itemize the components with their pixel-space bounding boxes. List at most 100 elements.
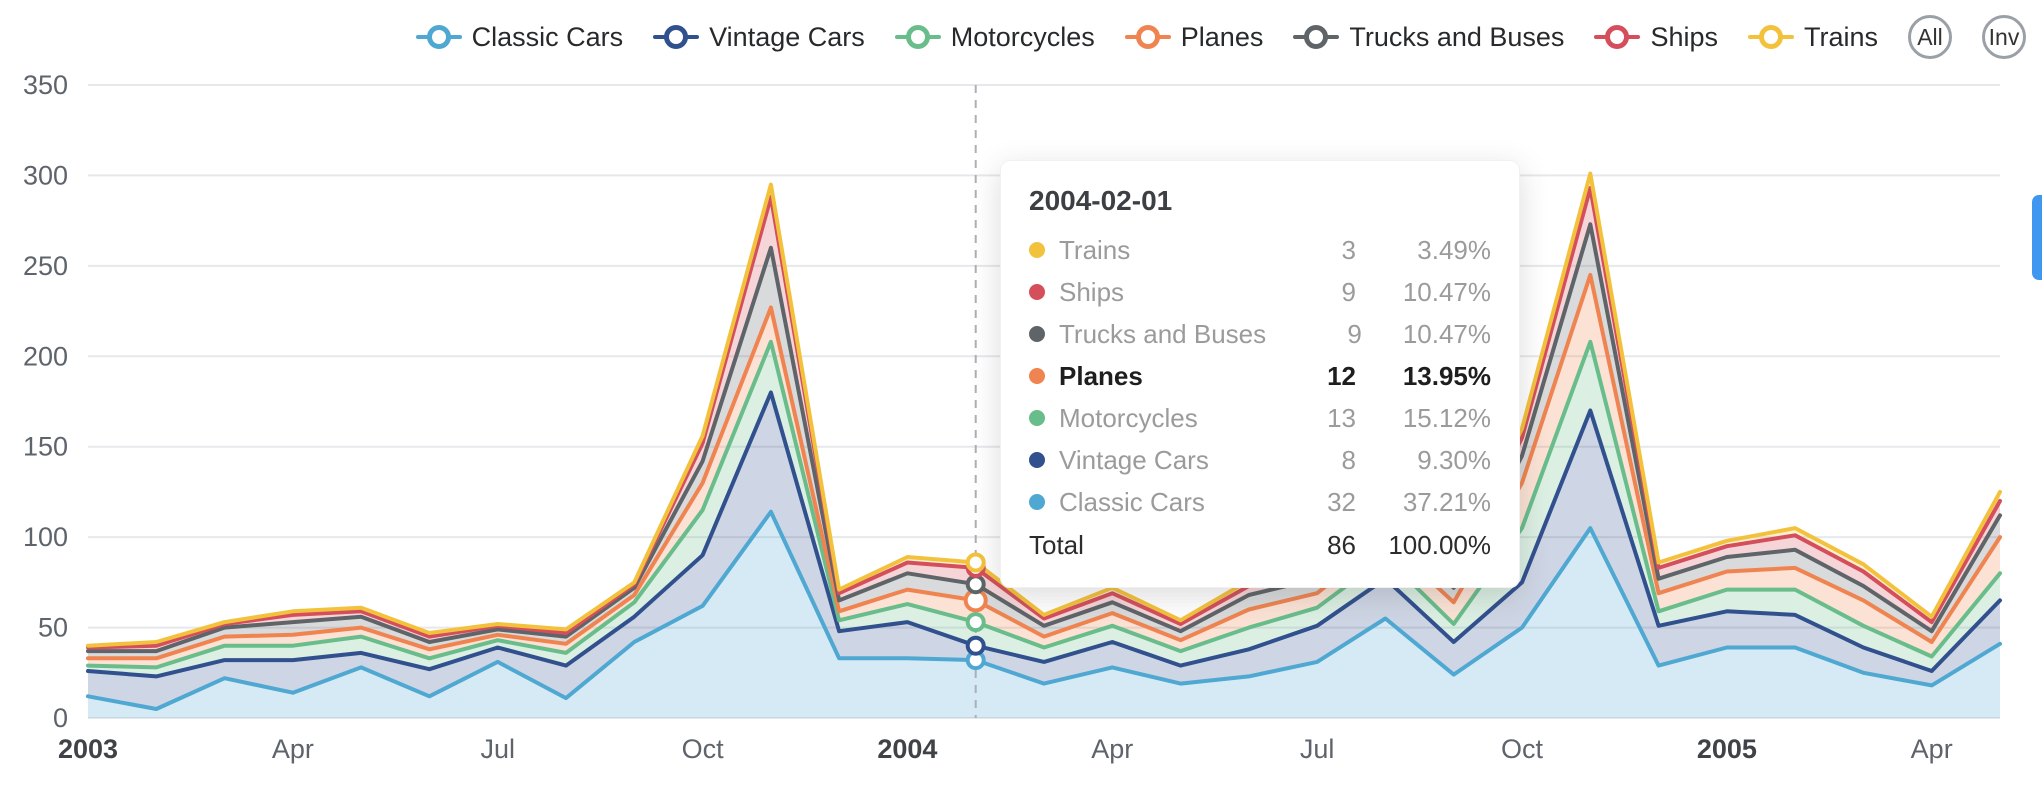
y-axis-label: 300 [23,160,68,190]
motorcycles-dot-icon [1029,410,1045,426]
classic-cars-series-icon [415,24,462,50]
vintage-cars-area[interactable] [88,392,2000,710]
legend-label: Planes [1180,21,1264,52]
ships-series-icon [1594,24,1641,50]
planes-line[interactable] [86,272,2002,661]
trains-series-icon [1747,24,1794,50]
tooltip-series-value: 3 [1341,234,1356,265]
vintage-cars-highlight-marker [965,635,986,656]
tooltip-rows: Trains 3 3.49% Ships 9 10.47% Trucks and Buses… [1029,229,1491,523]
tooltip-row-trucks-and-buses: Trucks and Buses 9 10.47% [1029,313,1491,355]
vintage-cars-line[interactable] [86,390,2002,679]
tooltip-row-ships: Ships 9 10.47% [1029,271,1491,313]
tooltip-series-label: Motorcycles [1059,402,1198,433]
x-axis-label: Apr [272,734,314,764]
trains-highlight-marker [965,552,986,573]
y-axis-label: 200 [23,341,68,371]
tooltip-series-percent: 9.30% [1417,444,1491,475]
tooltip-series-value: 8 [1341,444,1356,475]
tooltip-series-percent: 37.21% [1402,486,1491,517]
tooltip-total-value: 86 [1327,529,1356,560]
legend-label: Classic Cars [471,21,624,52]
legend-item-trains[interactable]: Trains [1747,22,1878,53]
classic-cars-line[interactable] [86,509,2002,711]
legend-circle-mark [1135,25,1160,49]
tooltip-series-label: Ships [1059,276,1125,307]
classic-cars-area[interactable] [88,511,2000,718]
motorcycles-line[interactable] [86,339,2002,670]
trains-line[interactable] [86,171,2002,648]
tooltip-row-motorcycles: Motorcycles 13 15.12% [1029,397,1491,439]
tooltip-row-planes: Planes 12 13.95% [1029,355,1491,397]
legend-circle-mark [426,25,451,49]
legend-label: Ships [1650,21,1718,52]
legend-inv-button[interactable]: Inv [1982,15,2026,59]
legend-circle-mark [1758,25,1783,49]
legend-circle-mark [664,25,689,49]
legend-circle-mark [905,25,930,49]
motorcycles-series-icon [894,24,941,50]
x-axis-label: Jul [480,734,515,764]
trucks-and-buses-dot-icon [1029,326,1045,342]
tooltip-series-value: 12 [1327,360,1356,391]
legend-item-classic-cars[interactable]: Classic Cars [415,21,624,53]
legend-label: Motorcycles [950,21,1095,52]
ships-dot-icon [1029,284,1045,300]
y-axis-label: 100 [23,522,68,552]
y-axis-label: 150 [23,432,68,462]
x-axis-label: Oct [1501,734,1544,764]
y-axis-label: 0 [53,703,68,733]
tooltip-series-label: Classic Cars [1059,486,1205,517]
tooltip-series-value: 9 [1347,318,1362,349]
legend-item-planes[interactable]: Planes [1124,21,1264,53]
tooltip-series-label: Trucks and Buses [1059,318,1267,349]
trains-dot-icon [1029,242,1045,258]
legend-all-button[interactable]: All [1908,15,1952,59]
tooltip-row-classic-cars: Classic Cars 32 37.21% [1029,481,1491,523]
x-axis-label: Jul [1300,734,1335,764]
legend-label: Vintage Cars [709,21,865,52]
planes-dot-icon [1029,368,1045,384]
vintage-cars-dot-icon [1029,452,1045,468]
x-axis-label: Apr [1091,734,1133,764]
ships-line[interactable] [86,186,2002,650]
legend-item-ships[interactable]: Ships [1594,22,1718,53]
tooltip-total-percent: 100.00% [1388,529,1491,560]
motorcycles-highlight-marker [965,612,986,633]
tooltip-date: 2004-02-01 [1029,185,1173,216]
legend-item-motorcycles[interactable]: Motorcycles [894,21,1095,53]
tooltip-series-label: Trains [1059,234,1131,265]
legend-item-trucks-and-buses[interactable]: Trucks and Buses [1293,22,1564,53]
tooltip-series-value: 13 [1327,402,1356,433]
tooltip-series-percent: 10.47% [1402,276,1491,307]
legend-item-vintage-cars[interactable]: Vintage Cars [653,22,865,53]
vintage-cars-series-icon [653,24,700,50]
tooltip-row-trains: Trains 3 3.49% [1029,229,1491,271]
tooltip-series-value: 32 [1327,486,1356,517]
tooltip-series-percent: 13.95% [1402,360,1491,391]
x-axis-label: Apr [1911,734,1953,764]
tooltip-series-percent: 3.49% [1417,234,1491,265]
tooltip-series-value: 9 [1341,276,1356,307]
tooltip-total-label: Total [1029,529,1084,560]
trucks-and-buses-line[interactable] [86,222,2002,654]
y-axis-label: 350 [23,70,68,100]
x-axis-label: Oct [682,734,725,764]
edge-scroll-indicator[interactable] [2032,195,2042,280]
tooltip-row-vintage-cars: Vintage Cars 8 9.30% [1029,439,1491,481]
tooltip-series-label: Planes [1059,360,1143,391]
x-axis-label: 2004 [877,734,937,764]
y-axis-label: 50 [38,613,68,643]
chart-legend: Classic Cars Vintage Cars Motorcycles Plane… [415,12,2026,62]
y-axis-label: 250 [23,251,68,281]
tooltip-total-row: Total 86 100.00% [1029,523,1491,567]
legend-label: Trucks and Buses [1349,21,1565,52]
legend-circle-mark [1605,25,1630,49]
x-axis-label: 2005 [1697,734,1757,764]
tooltip-series-label: Vintage Cars [1059,444,1209,475]
planes-series-icon [1124,24,1171,50]
trucks-and-buses-series-icon [1293,24,1340,50]
classic-cars-dot-icon [1029,494,1045,510]
